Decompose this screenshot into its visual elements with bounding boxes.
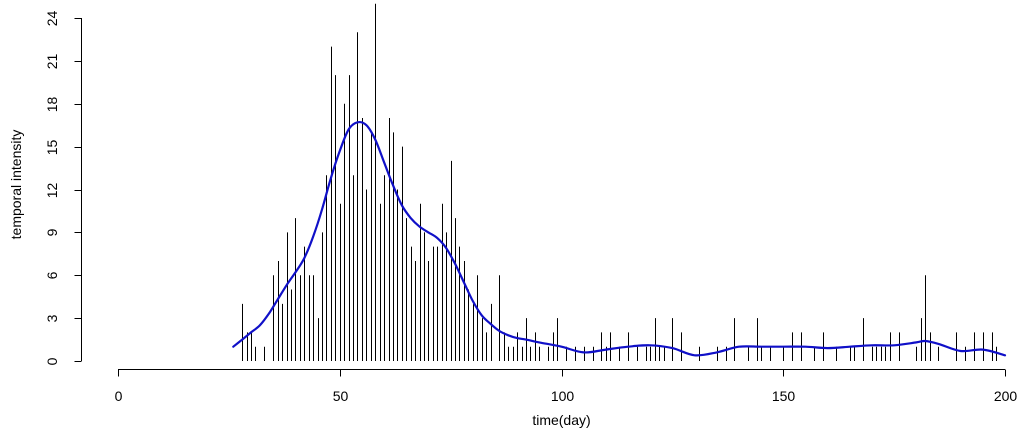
- y-tick-label: 18: [44, 97, 60, 113]
- y-tick-label: 12: [44, 183, 60, 199]
- y-tick-label: 15: [44, 140, 60, 156]
- histogram-bars: [242, 3, 997, 361]
- y-tick-label: 9: [44, 228, 60, 236]
- x-tick-label: 200: [994, 388, 1018, 404]
- y-axis: 0 3 6 9 12 15 18 21 24: [44, 11, 82, 365]
- y-tick-label: 3: [44, 314, 60, 322]
- y-tick-label: 6: [44, 271, 60, 279]
- smooth-intensity-curve: [232, 120, 1007, 357]
- x-tick-label: 100: [551, 388, 575, 404]
- x-tick-label: 0: [115, 388, 123, 404]
- y-tick-label: 21: [44, 54, 60, 70]
- x-tick-label: 50: [333, 388, 349, 404]
- y-axis-title: temporal intensity: [8, 130, 24, 240]
- y-tick-label: 24: [44, 11, 60, 27]
- y-tick-label: 0: [44, 357, 60, 365]
- x-axis-title: time(day): [532, 412, 590, 428]
- x-axis: 0 50 100 150 200: [115, 369, 1018, 404]
- x-tick-label: 150: [772, 388, 796, 404]
- plot-area: [232, 3, 1007, 361]
